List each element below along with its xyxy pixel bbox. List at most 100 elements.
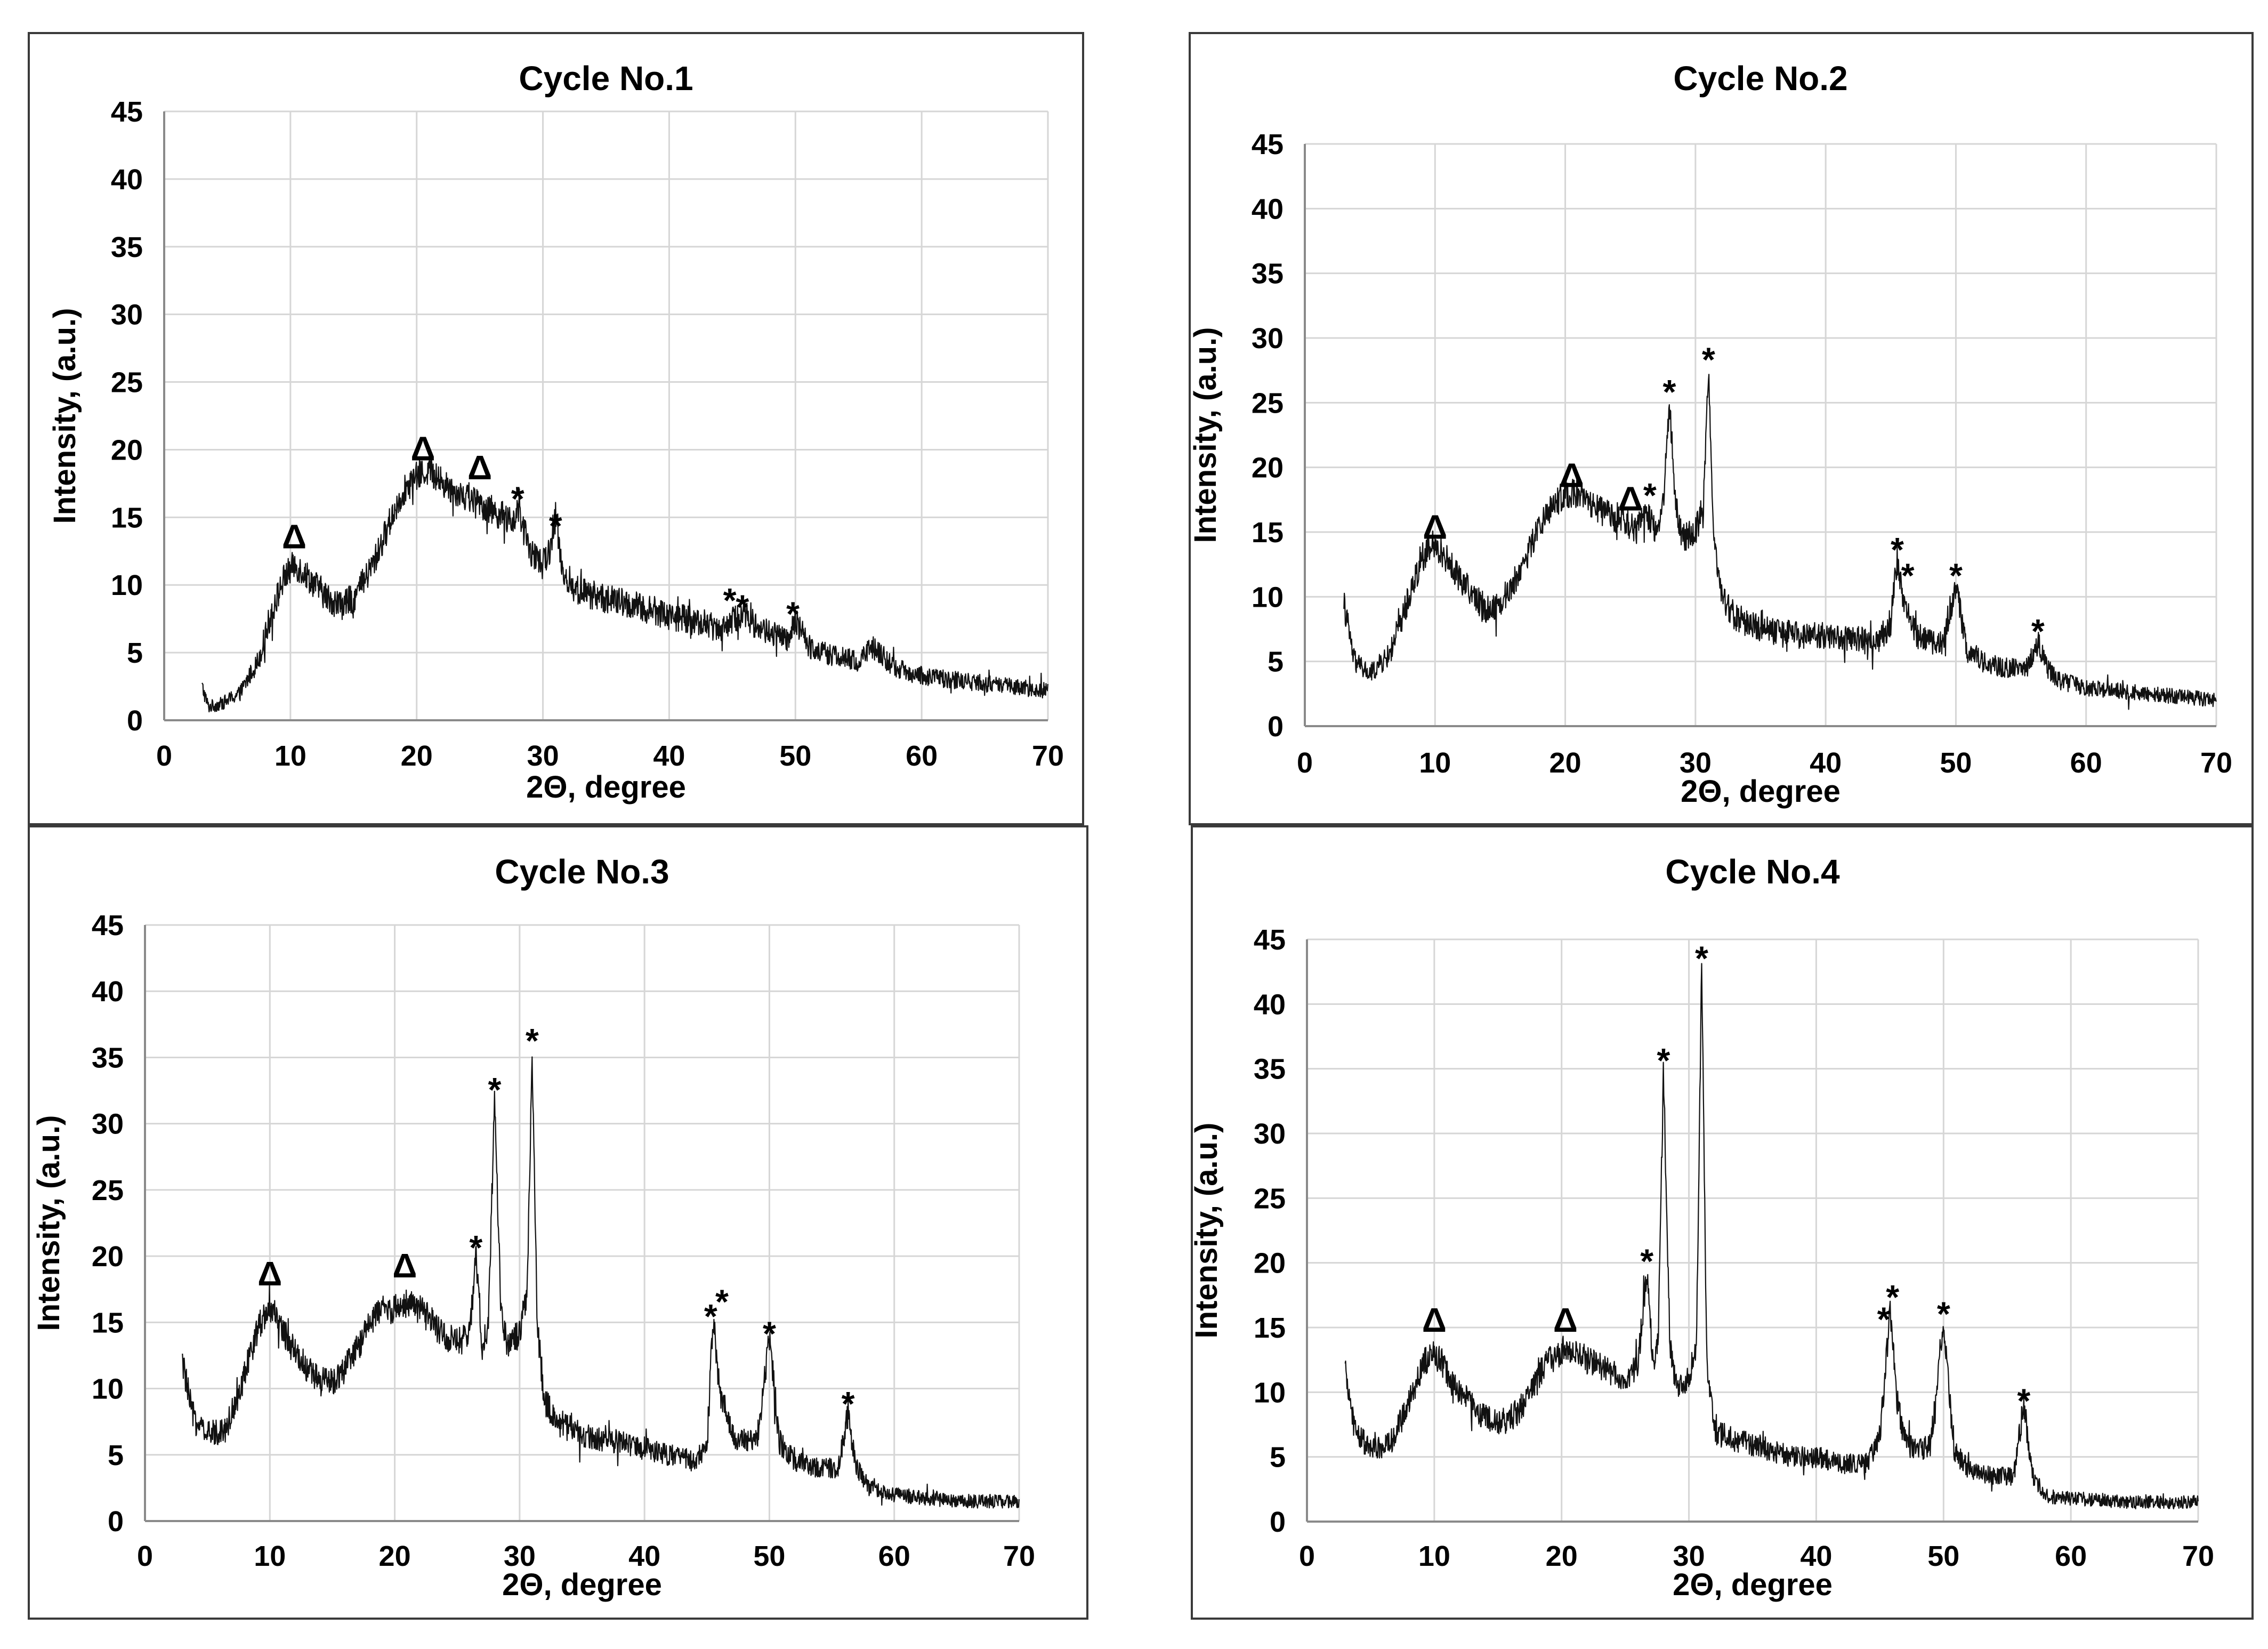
x-tick-label: 30 (1680, 747, 1712, 779)
x-axis-label: 2Θ, degree (526, 770, 686, 805)
y-tick-label: 30 (1254, 1118, 1286, 1150)
y-tick-label: 5 (1268, 646, 1284, 678)
y-tick-label: 35 (111, 231, 143, 263)
y-tick-label: 45 (111, 96, 143, 128)
y-axis-label: Intensity, (a.u.) (47, 308, 82, 524)
peak-marker-star: * (723, 581, 737, 620)
peak-marker-star: * (1657, 1041, 1670, 1080)
x-axis-label: 2Θ, degree (502, 1567, 662, 1602)
x-tick-label: 10 (1419, 747, 1451, 779)
y-tick-label: 15 (111, 502, 143, 534)
gridlines (1304, 143, 2217, 727)
x-tick-label: 40 (653, 740, 685, 772)
y-tick-label: 35 (92, 1042, 124, 1074)
peak-marker-star: * (1643, 476, 1657, 514)
chart-svg-cycle-4: Cycle No.4 0 10 20 30 40 50 60 70 0 5 10 15 20 25 30 35 4… (1193, 852, 2214, 1602)
x-tick-label: 60 (2055, 1540, 2087, 1572)
peak-marker-star: * (2017, 1381, 2030, 1420)
y-tick-label: 40 (111, 164, 143, 196)
y-tick-label: 0 (1270, 1506, 1286, 1538)
y-tick-label: 45 (92, 910, 124, 942)
peak-marker-star: * (1949, 557, 1963, 595)
gridlines (144, 924, 1020, 1522)
peak-marker-triangle: Δ (1618, 479, 1643, 518)
peak-marker-star: * (786, 594, 800, 633)
y-axis-label: Intensity, (a.u.) (1193, 1123, 1224, 1339)
x-tick-label: 20 (401, 740, 433, 772)
y-axis-label: Intensity, (a.u.) (31, 1115, 66, 1331)
peak-marker-star: * (526, 1021, 539, 1060)
x-tick-label: 10 (1418, 1540, 1450, 1572)
y-tick-label: 25 (92, 1175, 124, 1206)
y-tick-label: 40 (1252, 193, 1284, 225)
peak-marker-triangle: Δ (467, 448, 492, 487)
y-tick-label: 15 (1252, 517, 1284, 549)
chart-title: Cycle No.2 (1673, 59, 1847, 98)
y-tick-label: 25 (1252, 387, 1284, 419)
x-tick-label: 30 (1673, 1540, 1705, 1572)
y-tick-label: 10 (92, 1373, 124, 1405)
y-tick-label: 10 (1254, 1377, 1286, 1409)
chart-svg-cycle-2: Cycle No.2 0 10 20 30 40 50 60 70 0 5 10 15 20 25 30 35 4… (1191, 59, 2232, 809)
chart-panel-cycle-1: Cycle No.1 0 10 20 30 40 50 60 70 0 5 10 15 20 25 30 35 4… (28, 32, 1084, 825)
peak-marker-star: * (842, 1385, 855, 1423)
x-tick-label: 10 (254, 1540, 286, 1572)
x-tick-label: 60 (2070, 747, 2102, 779)
peak-marker-star: * (1901, 557, 1915, 595)
y-tick-label: 0 (127, 705, 143, 737)
y-tick-label: 10 (111, 569, 143, 601)
peak-marker-star: * (1702, 340, 1715, 379)
y-tick-label: 20 (92, 1241, 124, 1273)
y-tick-label: 20 (1254, 1248, 1286, 1280)
chart-panel-cycle-3: Cycle No.3 0 10 20 30 40 50 60 70 0 5 10 15 20 25 30 35 4… (28, 825, 1088, 1620)
y-tick-label: 0 (1268, 711, 1284, 743)
peak-marker-star: * (1877, 1300, 1891, 1338)
peak-marker-triangle: Δ (1553, 1301, 1578, 1339)
peak-marker-star: * (2031, 612, 2045, 650)
x-tick-label: 0 (1299, 1540, 1315, 1572)
y-tick-label: 35 (1254, 1053, 1286, 1085)
peak-marker-star: * (1891, 530, 1904, 569)
x-tick-label: 70 (1032, 740, 1064, 772)
series-line (182, 1056, 1020, 1509)
x-tick-label: 10 (275, 740, 306, 772)
peak-marker-triangle: Δ (257, 1254, 282, 1293)
x-tick-label: 70 (2182, 1540, 2214, 1572)
x-axis-label: 2Θ, degree (1673, 1567, 1833, 1602)
x-tick-label: 50 (753, 1540, 785, 1572)
y-axis-label: Intensity, (a.u.) (1191, 327, 1223, 543)
y-tick-label: 5 (1270, 1442, 1286, 1474)
peak-marker-star: * (511, 480, 524, 518)
y-tick-label: 30 (1252, 323, 1284, 355)
x-tick-label: 20 (1546, 1540, 1578, 1572)
y-tick-label: 10 (1252, 581, 1284, 613)
peak-marker-star: * (549, 506, 562, 545)
y-tick-label: 45 (1252, 128, 1284, 160)
gridlines (163, 110, 1049, 721)
peak-marker-star: * (1695, 939, 1708, 977)
x-axis-label: 2Θ, degree (1681, 774, 1841, 809)
y-tick-label: 30 (111, 299, 143, 331)
y-tick-label: 5 (108, 1439, 124, 1471)
y-tick-label: 45 (1254, 924, 1286, 956)
peak-marker-star: * (1937, 1295, 1950, 1333)
y-tick-label: 20 (1252, 452, 1284, 484)
x-tick-label: 40 (1800, 1540, 1832, 1572)
series-line (1344, 963, 2199, 1510)
series-line (1343, 374, 2217, 710)
chart-panel-cycle-2: Cycle No.2 0 10 20 30 40 50 60 70 0 5 10 15 20 25 30 35 4… (1189, 32, 2254, 825)
y-tick-label: 30 (92, 1108, 124, 1140)
peak-marker-star: * (1640, 1242, 1653, 1280)
peak-marker-star: * (1663, 373, 1676, 411)
chart-title: Cycle No.4 (1665, 852, 1840, 891)
x-tick-label: 0 (1297, 747, 1313, 779)
x-tick-label: 30 (527, 740, 559, 772)
x-tick-label: 60 (878, 1540, 910, 1572)
x-tick-label: 50 (1927, 1540, 1959, 1572)
y-tick-label: 25 (111, 367, 143, 399)
series-line (201, 457, 1048, 713)
x-tick-label: 40 (1810, 747, 1842, 779)
peak-marker-star: * (736, 588, 749, 626)
peak-marker-star: * (715, 1283, 729, 1321)
